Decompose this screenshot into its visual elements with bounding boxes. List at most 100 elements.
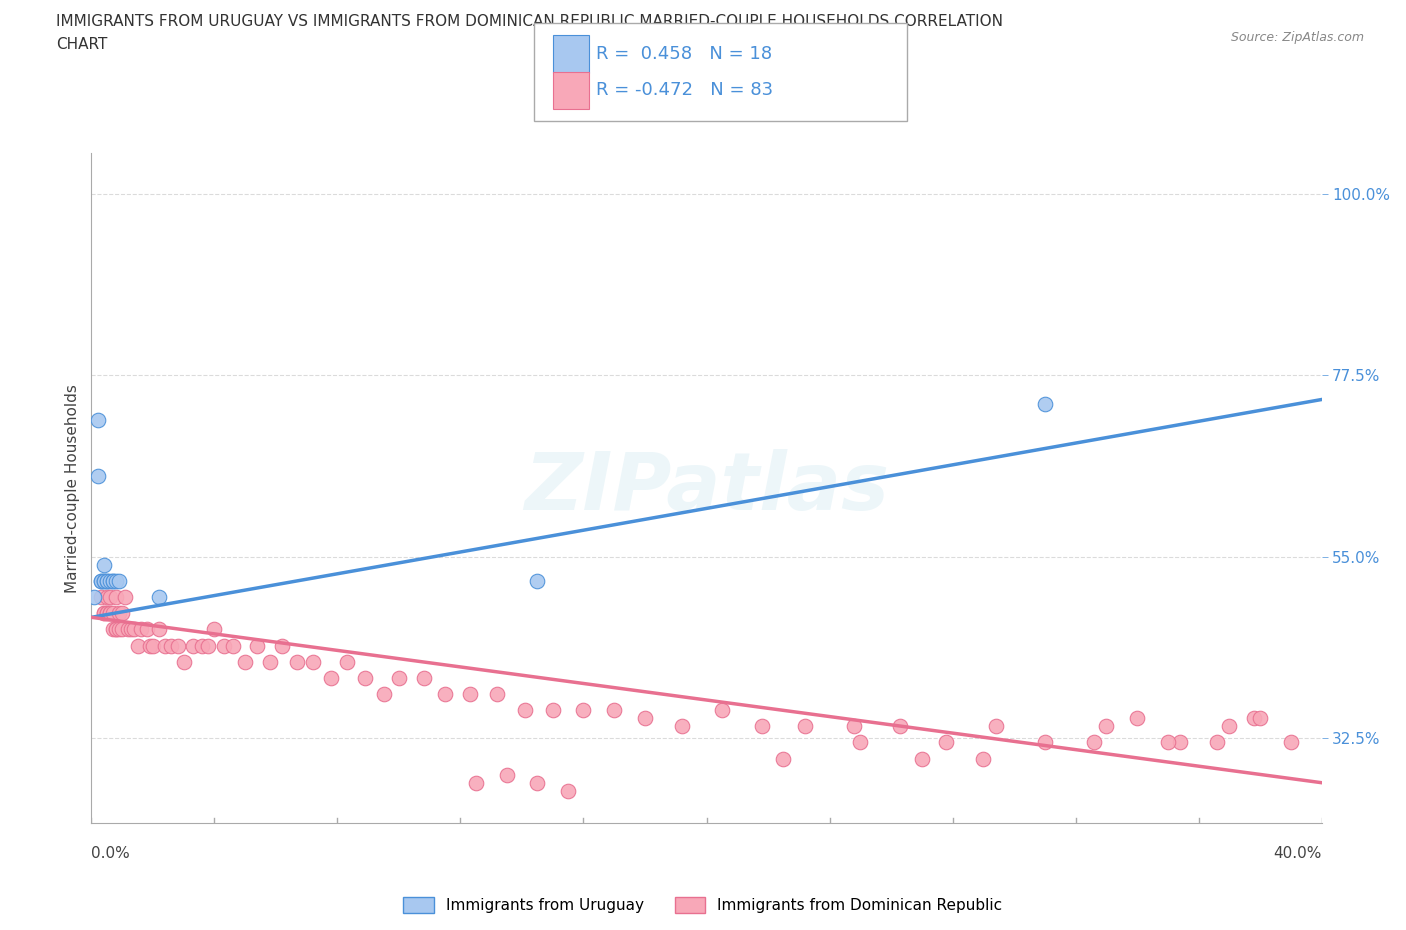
Point xyxy=(86,412,108,427)
Text: R =  0.458   N = 18: R = 0.458 N = 18 xyxy=(596,45,772,63)
Point xyxy=(101,622,124,637)
Point xyxy=(153,638,177,653)
Text: IMMIGRANTS FROM URUGUAY VS IMMIGRANTS FROM DOMINICAN REPUBLIC MARRIED-COUPLE HOU: IMMIGRANTS FROM URUGUAY VS IMMIGRANTS FR… xyxy=(56,14,1004,29)
Point xyxy=(1033,735,1056,750)
Point xyxy=(222,638,245,653)
Point xyxy=(96,574,118,589)
Point xyxy=(793,719,815,734)
Point xyxy=(105,590,127,604)
Point xyxy=(911,751,934,766)
Text: R = -0.472   N = 83: R = -0.472 N = 83 xyxy=(596,81,773,100)
Point xyxy=(464,776,486,790)
Point xyxy=(634,711,657,725)
Point xyxy=(412,671,434,685)
Point xyxy=(202,622,225,637)
Point xyxy=(90,590,112,604)
Point xyxy=(191,638,214,653)
Point xyxy=(101,605,124,620)
Point xyxy=(889,719,911,734)
Point xyxy=(354,671,377,685)
Point xyxy=(513,703,536,718)
Point xyxy=(486,686,509,701)
Point xyxy=(93,574,115,589)
Point xyxy=(197,638,219,653)
Point xyxy=(117,622,139,637)
Point xyxy=(842,719,865,734)
Point xyxy=(105,574,127,589)
Point xyxy=(1279,735,1302,750)
Point xyxy=(111,605,134,620)
Point xyxy=(142,638,165,653)
Point xyxy=(259,655,281,670)
Text: CHART: CHART xyxy=(56,37,108,52)
Text: ZIPatlas: ZIPatlas xyxy=(524,449,889,527)
Point xyxy=(373,686,395,701)
Point xyxy=(1218,719,1240,734)
Point xyxy=(849,735,872,750)
Point xyxy=(96,605,118,620)
Point xyxy=(111,622,134,637)
Point xyxy=(526,574,548,589)
Point xyxy=(972,751,994,766)
Point xyxy=(93,605,115,620)
Point xyxy=(526,776,548,790)
Point xyxy=(129,622,152,637)
Point xyxy=(233,655,256,670)
Point xyxy=(557,783,579,798)
Point xyxy=(101,574,124,589)
Point xyxy=(434,686,457,701)
Point xyxy=(96,590,118,604)
Point xyxy=(98,605,121,620)
Point xyxy=(388,671,411,685)
Point xyxy=(212,638,235,653)
Point xyxy=(160,638,183,653)
Point xyxy=(173,655,195,670)
Point xyxy=(1095,719,1118,734)
Point xyxy=(181,638,204,653)
Point xyxy=(671,719,693,734)
Point xyxy=(127,638,149,653)
Point xyxy=(541,703,564,718)
Point xyxy=(108,574,131,589)
Point xyxy=(114,590,136,604)
Point xyxy=(90,574,112,589)
Point xyxy=(98,590,121,604)
Point xyxy=(710,703,733,718)
Text: Source: ZipAtlas.com: Source: ZipAtlas.com xyxy=(1230,31,1364,44)
Point xyxy=(1243,711,1265,725)
Point xyxy=(93,605,115,620)
Point xyxy=(271,638,294,653)
Point xyxy=(124,622,146,637)
Point xyxy=(772,751,794,766)
Point xyxy=(93,557,115,572)
Point xyxy=(93,574,115,589)
Point xyxy=(935,735,957,750)
Point xyxy=(984,719,1007,734)
Text: 40.0%: 40.0% xyxy=(1274,846,1322,861)
Point xyxy=(90,574,112,589)
Point xyxy=(148,590,170,604)
Legend: Immigrants from Uruguay, Immigrants from Dominican Republic: Immigrants from Uruguay, Immigrants from… xyxy=(404,897,1002,913)
Point xyxy=(336,655,359,670)
Point xyxy=(105,622,127,637)
Point xyxy=(301,655,323,670)
Point xyxy=(108,605,131,620)
Point xyxy=(135,622,157,637)
Point xyxy=(148,622,170,637)
Point xyxy=(86,469,108,484)
Point xyxy=(98,574,121,589)
Point xyxy=(1126,711,1149,725)
Point xyxy=(603,703,626,718)
Point xyxy=(101,574,124,589)
Point xyxy=(139,638,162,653)
Point xyxy=(96,574,118,589)
Point xyxy=(495,767,517,782)
Text: 0.0%: 0.0% xyxy=(91,846,131,861)
Point xyxy=(246,638,269,653)
Point xyxy=(96,605,118,620)
Y-axis label: Married-couple Households: Married-couple Households xyxy=(65,384,80,592)
Point xyxy=(1168,735,1191,750)
Point xyxy=(1206,735,1229,750)
Point xyxy=(287,655,309,670)
Point xyxy=(105,622,127,637)
